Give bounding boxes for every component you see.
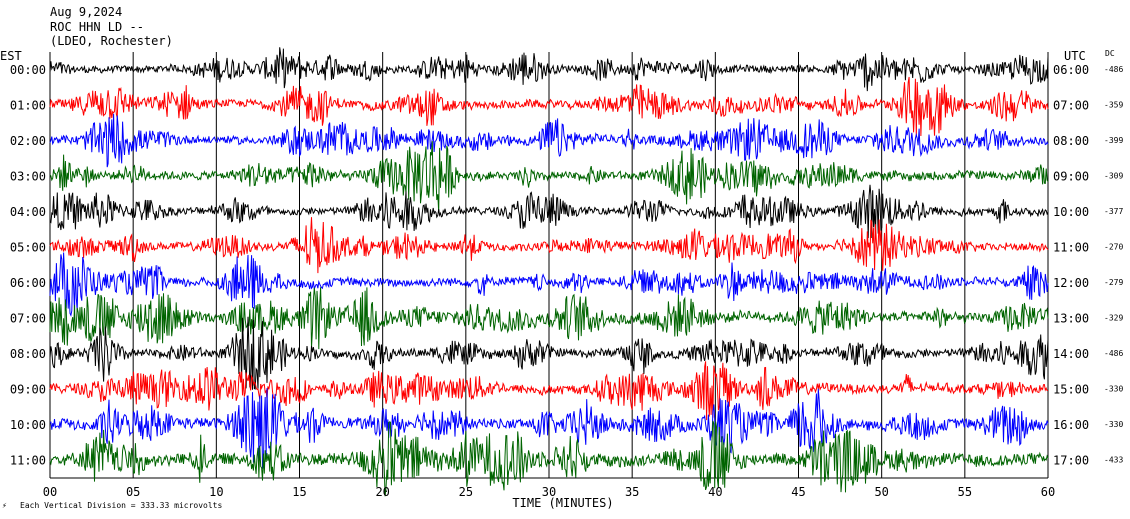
trace-4	[49, 184, 1049, 239]
trace-2	[49, 113, 1049, 168]
utc-label: 14:00	[1053, 347, 1089, 361]
dc-value: -329	[1104, 314, 1123, 323]
est-label: 07:00	[10, 312, 46, 326]
dc-value: -279	[1104, 278, 1123, 287]
utc-label: 12:00	[1053, 276, 1089, 290]
dc-value: -309	[1104, 172, 1123, 181]
est-label: 02:00	[10, 134, 46, 148]
row-labels-group: 00:00 06:00 -486 01:00 07:00 -359 02:00 08:00 -3…	[10, 63, 1124, 468]
dc-value: -330	[1104, 420, 1123, 429]
est-label: 10:00	[10, 418, 46, 432]
x-tick-label: 05	[126, 485, 140, 499]
trace-1	[49, 76, 1049, 138]
dc-value: -359	[1104, 101, 1123, 110]
utc-label: 09:00	[1053, 170, 1089, 184]
est-label: 06:00	[10, 276, 46, 290]
utc-label: 08:00	[1053, 134, 1089, 148]
x-tick-label: 20	[375, 485, 389, 499]
x-tick-label: 15	[292, 485, 306, 499]
utc-label: 07:00	[1053, 99, 1089, 113]
x-tick-label: 45	[791, 485, 805, 499]
x-tick-label: 50	[874, 485, 888, 499]
est-label: 05:00	[10, 241, 46, 255]
est-label: 03:00	[10, 170, 46, 184]
traces-group	[49, 47, 1049, 497]
dc-value: -330	[1104, 385, 1123, 394]
x-ticks-group: 00 05 10 15 20 25 30 35 40 45 50 55 60	[43, 485, 1055, 499]
utc-label: 10:00	[1053, 205, 1089, 219]
trace-9	[49, 361, 1048, 421]
utc-label: 13:00	[1053, 312, 1089, 326]
left-axis-label: EST	[0, 49, 22, 63]
utc-label: 15:00	[1053, 383, 1089, 397]
trace-11	[49, 420, 1049, 497]
trace-8	[49, 316, 1049, 390]
x-tick-label: 00	[43, 485, 57, 499]
est-label: 01:00	[10, 99, 46, 113]
est-label: 04:00	[10, 205, 46, 219]
x-tick-label: 30	[542, 485, 556, 499]
trace-3	[49, 141, 1049, 213]
est-label: 08:00	[10, 347, 46, 361]
dc-value: -399	[1104, 136, 1123, 145]
x-tick-label: 10	[209, 485, 223, 499]
right-axis-label: UTC	[1064, 49, 1086, 63]
scale-mark: ⚡	[2, 501, 7, 510]
utc-label: 16:00	[1053, 418, 1089, 432]
x-tick-label: 60	[1041, 485, 1055, 499]
dc-label: DC	[1105, 49, 1115, 58]
trace-0	[49, 47, 1049, 92]
x-axis-label: TIME (MINUTES)	[512, 496, 613, 510]
dc-value: -377	[1104, 207, 1123, 216]
utc-label: 06:00	[1053, 63, 1089, 77]
grid-lines	[49, 52, 1049, 479]
x-tick-label: 35	[625, 485, 639, 499]
header-station: ROC HHN LD --	[50, 20, 144, 34]
header-network: (LDEO, Rochester)	[50, 34, 173, 48]
x-tick-label: 55	[958, 485, 972, 499]
x-tick-label: 25	[459, 485, 473, 499]
scale-text: Each Vertical Division = 333.33 microvol…	[20, 501, 222, 510]
utc-label: 11:00	[1053, 241, 1089, 255]
est-label: 00:00	[10, 63, 46, 77]
dc-value: -486	[1104, 65, 1123, 74]
header-date: Aug 9,2024	[50, 5, 122, 19]
trace-5	[49, 217, 1049, 274]
x-tick-label: 40	[708, 485, 722, 499]
dc-value: -433	[1104, 456, 1123, 465]
est-label: 11:00	[10, 454, 46, 468]
trace-7	[49, 287, 1049, 350]
trace-6	[49, 252, 1049, 317]
utc-label: 17:00	[1053, 454, 1089, 468]
dc-value: -486	[1104, 349, 1123, 358]
est-label: 09:00	[10, 383, 46, 397]
dc-value: -270	[1104, 243, 1123, 252]
trace-10	[49, 388, 1049, 469]
